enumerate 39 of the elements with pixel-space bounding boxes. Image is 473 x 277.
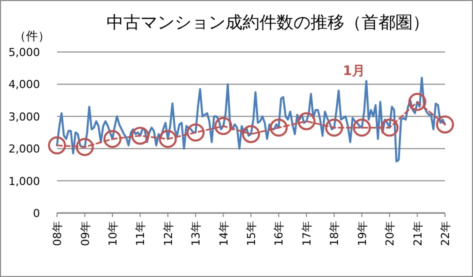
y-axis-title: （件）	[14, 29, 50, 43]
point	[242, 125, 260, 144]
x-tick-label: 13年	[190, 221, 203, 246]
y-tick-label: 2,000	[8, 142, 40, 156]
point	[131, 126, 150, 145]
point	[48, 136, 66, 154]
y-tick-label: 1,000	[8, 174, 40, 188]
x-tick-label: 16年	[272, 221, 286, 246]
y-tick-label: 5,000	[8, 46, 40, 59]
point	[436, 115, 454, 134]
x-tick-label: 11年	[134, 221, 148, 246]
point	[186, 124, 205, 142]
text: 1月	[342, 64, 365, 79]
x-tick-label: 22年	[439, 221, 452, 246]
point	[408, 92, 426, 111]
x-tick-label: 14年	[217, 221, 230, 246]
point	[325, 118, 344, 137]
x-tick-label: 17年	[300, 221, 314, 246]
point	[214, 117, 232, 136]
x-tick-label: 18年	[328, 221, 342, 246]
point	[158, 130, 177, 148]
x-tick-label: 12年	[162, 221, 175, 246]
x-tick-label: 20年	[384, 221, 397, 246]
y-tick-label: 0	[33, 207, 40, 220]
point	[380, 118, 399, 137]
x-tick-label: 09年	[78, 221, 92, 246]
x-tick-label: 10年	[106, 221, 120, 246]
point	[76, 138, 94, 156]
point	[270, 118, 288, 137]
point	[297, 112, 316, 130]
y-tick-label: 3,000	[8, 110, 40, 124]
x-tick-label: 08年	[51, 221, 64, 246]
point	[352, 118, 371, 137]
x-tick-label: 21年	[411, 221, 424, 246]
point	[103, 130, 122, 148]
chart-title: 中古マンション成約件数の推移（首都圏）	[106, 13, 430, 33]
x-tick-label: 15年	[245, 221, 258, 246]
y-tick-label: 4,000	[8, 78, 40, 92]
x-tick-label: 19年	[356, 221, 369, 246]
